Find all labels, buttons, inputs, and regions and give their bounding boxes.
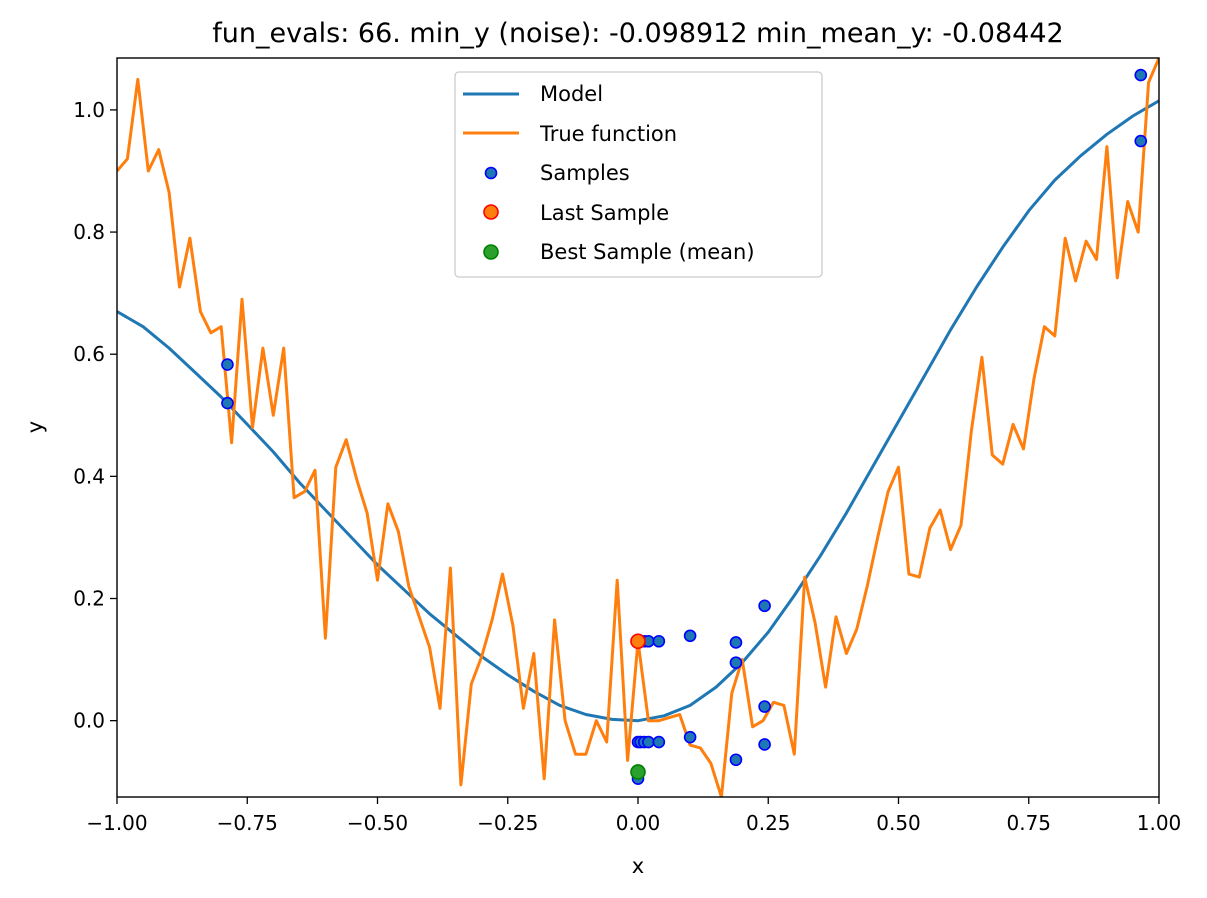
x-tick-label: 1.00 [1137,811,1182,835]
legend-best-sample-label: Best Sample (mean) [540,240,755,264]
legend-model-label: Model [540,82,603,106]
x-tick-label: −0.50 [347,811,408,835]
sample-point [1134,68,1148,82]
sample-point [758,599,771,613]
x-tick-label: 0.75 [1006,811,1051,835]
legend-last-sample-label: Last Sample [540,201,669,225]
last-sample-point [630,633,646,650]
x-tick-label: 0.50 [876,811,921,835]
x-axis-label: x [632,854,644,878]
sample-point [729,753,743,767]
sample-point [221,396,234,410]
sample-point [652,634,666,648]
sample-point [683,730,697,744]
y-tick-label: 1.0 [73,98,105,122]
sample-point [652,735,666,749]
sample-point [758,738,771,751]
legend-box [454,71,823,278]
plot-area [117,58,1159,797]
legend: Model True function Samples Last Sample … [454,71,823,278]
sample-point [729,656,743,669]
sample-point [642,735,655,749]
x-axis: −1.00 −0.75 −0.50 −0.25 0.00 0.25 0.50 0.75 1.00 [86,797,1181,835]
sample-point [729,636,743,649]
y-tick-label: 0.2 [73,587,105,611]
legend-best-sample-marker [483,244,499,260]
y-axis: 0.0 0.2 0.4 0.6 0.8 1.0 [73,98,117,733]
sample-point [683,629,697,643]
sample-point [1134,134,1148,148]
y-tick-label: 0.4 [73,464,105,488]
legend-true-function-label: True function [539,122,677,146]
y-tick-label: 0.6 [73,342,105,366]
legend-samples-label: Samples [540,161,630,185]
y-axis-label: y [23,421,47,433]
best-sample-point [630,764,646,780]
model-line [117,99,1159,723]
sample-point [221,358,234,371]
sample-point [758,700,771,713]
y-tick-label: 0.0 [73,709,105,733]
x-tick-label: 0.25 [746,811,791,835]
x-tick-label: 0.00 [616,811,661,835]
x-tick-label: −0.25 [477,811,538,835]
x-tick-label: −0.75 [217,811,278,835]
y-tick-label: 0.8 [73,220,105,244]
legend-samples-marker [484,166,498,180]
x-tick-label: −1.00 [86,811,147,835]
legend-last-sample-marker [483,204,499,220]
chart-title: fun_evals: 66. min_y (noise): -0.098912 … [212,18,1063,49]
